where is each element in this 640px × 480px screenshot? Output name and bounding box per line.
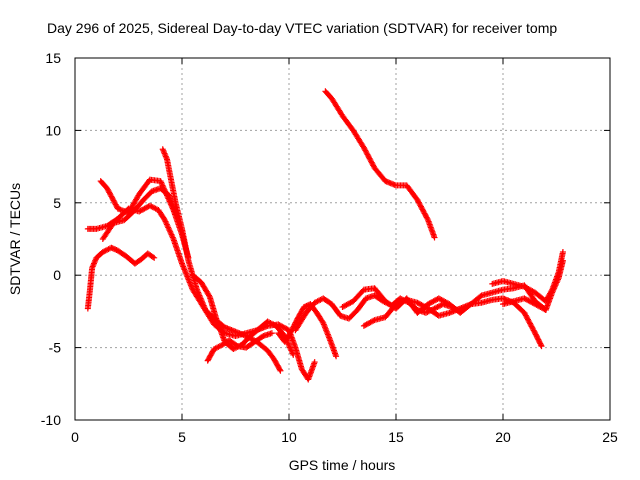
data-point-marker [333,353,340,360]
data-point-marker [290,351,297,358]
series-sat-j [339,282,549,316]
y-axis-label: SDTVAR / TECUs [7,183,23,295]
data-point-marker [559,257,566,264]
series-sat-e [159,146,284,374]
data-point-marker [538,343,545,350]
data-point-marker [537,340,544,347]
data-point-marker [259,333,266,340]
data-point-marker [559,249,566,256]
series-sat-m [500,257,566,313]
data-point-marker [206,292,213,299]
data-point-marker [532,330,539,337]
data-point-marker [268,330,275,337]
series-sat-n [322,88,438,241]
axis-ticks: 0 5 10 15 20 25 -10 -5 0 5 10 15 [41,50,618,445]
data-point-marker [534,334,541,341]
series-sat-g [204,330,275,364]
data-points [84,88,566,383]
y-tick-label: -10 [41,412,61,428]
data-point-marker [535,337,542,344]
series-sat-l [489,249,566,305]
chart-title: Day 296 of 2025, Sidereal Day-to-day VTE… [47,20,557,36]
grid-lines [75,58,610,420]
data-point-marker [431,234,438,241]
data-point-marker [537,341,544,348]
plot-frame [74,57,611,421]
series-sat-d [99,185,179,242]
x-tick-label: 20 [495,429,511,445]
data-point-marker [536,339,543,346]
y-tick-label: -5 [49,340,62,356]
data-point-marker [531,328,538,335]
data-point-marker [149,253,156,260]
data-point-marker [477,293,484,300]
x-tick-label: 10 [281,429,297,445]
y-tick-label: 15 [45,50,61,66]
x-tick-label: 25 [602,429,618,445]
y-tick-label: 5 [53,195,61,211]
data-point-marker [535,336,542,343]
x-tick-label: 15 [388,429,404,445]
series-sat-b [84,202,318,383]
data-point-marker [151,254,158,261]
x-axis-label: GPS time / hours [289,457,396,473]
data-point-marker [288,328,295,335]
y-tick-label: 0 [53,267,61,283]
data-point-marker [533,332,540,339]
data-point-marker [319,318,326,325]
data-point-marker [534,335,541,342]
x-tick-label: 5 [178,429,186,445]
data-point-marker [424,215,431,222]
data-point-marker [532,331,539,338]
data-point-marker [311,359,318,366]
data-point-marker [277,367,284,374]
y-tick-label: 10 [45,122,61,138]
series-sat-a [84,244,158,312]
data-point-marker [370,317,377,324]
data-point-marker [276,366,283,373]
data-point-marker [233,342,240,349]
x-tick-label: 0 [71,429,79,445]
